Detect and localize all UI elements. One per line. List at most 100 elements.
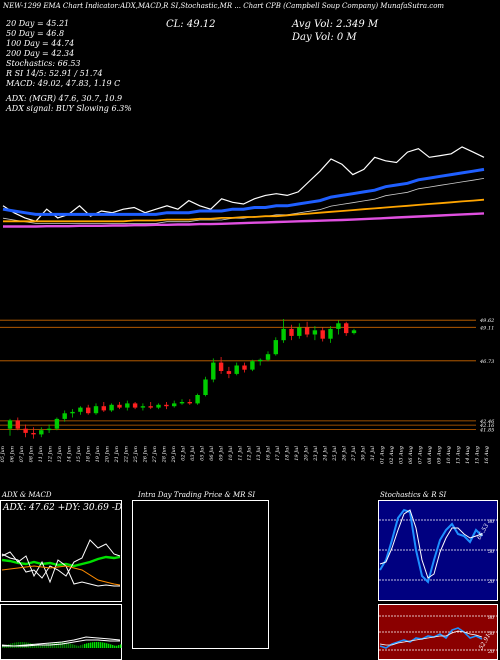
date-tick-51: 16 Aug [484, 446, 490, 464]
date-tick-31: 19 Jul [294, 446, 300, 461]
macd-bar-55 [112, 644, 114, 648]
macd-bar-29 [60, 642, 62, 648]
macd-bar-53 [108, 643, 110, 648]
candle-body-3 [31, 433, 36, 435]
macd-bar-23 [48, 643, 50, 648]
candle-body-32 [258, 359, 263, 362]
candle-body-6 [54, 418, 60, 429]
date-tick-36: 26 Jul [342, 446, 348, 462]
candle-body-16 [132, 403, 138, 408]
adx-values-text: ADX: 47.62 +DY: 30.69 -DY: 10.89 [2, 503, 122, 513]
macd-bar-21 [44, 644, 46, 648]
candle-body-0 [7, 420, 13, 429]
candle-body-25 [203, 379, 208, 395]
ema-series-gray [2, 178, 485, 224]
adx-signal-readout: ADX signal: BUY Slowing 6.3% [6, 104, 132, 113]
adx-green-line [1, 555, 121, 568]
candle-body-34 [273, 340, 278, 355]
candle-body-11 [93, 406, 99, 414]
date-tick-26: 12 Jul [247, 446, 253, 461]
ema-50-label: 50 Day = 46.8 [6, 29, 65, 38]
macd-bar-27 [56, 642, 58, 648]
price-label-1: 49.11 [479, 325, 494, 331]
ema-20-label: 20 Day = 45.21 [6, 19, 70, 28]
macd-line [1, 636, 121, 647]
date-tick-40: 01 Aug [380, 446, 386, 464]
candle-body-30 [242, 365, 247, 370]
candle-body-12 [101, 406, 106, 411]
macd-bar-17 [36, 644, 38, 648]
candle-body-44 [351, 330, 357, 334]
candlestick-layer [7, 319, 357, 439]
candle-body-24 [195, 395, 200, 404]
candle-body-33 [265, 354, 271, 360]
ema-series-1 [2, 167, 485, 216]
rsi-white-line [379, 630, 483, 646]
candle-body-23 [187, 402, 192, 404]
macd-bar-51 [104, 642, 106, 648]
date-tick-23: 09 Jul [218, 446, 224, 461]
date-tick-13: 22 Jun [123, 446, 129, 463]
date-tick-18: 29 Jun [171, 446, 177, 463]
price-label-5: 41.85 [479, 428, 494, 434]
date-tick-6: 13 Jun [57, 446, 63, 462]
date-tick-49: 14 Aug [465, 446, 471, 464]
date-tick-5: 12 Jun [48, 446, 54, 462]
macd-bar-32 [66, 642, 68, 648]
adx-readout: ADX: (MGR) 47.6, 30.7, 10.9 [6, 94, 123, 103]
candle-body-15 [125, 403, 130, 408]
date-tick-38: 30 Jul [361, 446, 367, 461]
date-tick-47: 10 Aug [446, 446, 452, 464]
candle-body-22 [179, 402, 185, 404]
rsi-tick-20: 20 [487, 649, 495, 655]
stoch-d-line [379, 509, 483, 579]
adx-orange-line [1, 565, 121, 586]
candle-body-31 [250, 361, 255, 370]
macd-bar-26 [54, 642, 56, 648]
date-tick-14: 25 Jun [133, 446, 139, 463]
date-tick-28: 16 Jul [266, 446, 272, 461]
header-top-line: NEW-1299 EMA Chart Indicator:ADX,MACD,R … [3, 2, 445, 10]
macd-bar-6 [14, 642, 16, 648]
date-tick-15: 26 Jun [142, 446, 148, 463]
macd-bar-7 [16, 642, 18, 648]
candle-body-27 [218, 362, 224, 371]
candle-body-29 [234, 365, 239, 374]
macd-bar-33 [68, 643, 70, 648]
ema-series-2 [3, 198, 485, 223]
date-tick-24: 10 Jul [228, 446, 234, 461]
adx-macd-panel: ADX: 47.62 +DY: 30.69 -DY: 10.89 [0, 500, 122, 660]
macd-bar-43 [88, 642, 90, 648]
price-label-0: 49.62 [479, 318, 494, 324]
adx-macd-panel-title: ADX & MACD [2, 491, 52, 499]
intraday-panel [132, 500, 269, 649]
macd-bar-16 [34, 644, 36, 648]
candle-body-10 [86, 407, 91, 414]
rsi-tick-80: 80 [488, 615, 495, 621]
date-tick-27: 13 Jul [256, 446, 262, 461]
date-tick-20: 03 Jul [190, 446, 196, 461]
date-tick-37: 27 Jul [351, 446, 357, 462]
date-tick-30: 18 Jul [285, 446, 291, 461]
stoch-rsi-panel: 80 50 20 66.53 80 50 20 52.91 [378, 500, 498, 660]
rsi-blue-line [379, 627, 483, 649]
date-tick-3: 08 Jun [29, 446, 35, 462]
macd-bar-20 [42, 645, 44, 648]
candle-body-8 [70, 411, 75, 414]
date-tick-19: 02 Jul [180, 446, 186, 461]
price-label-3: 42.46 [479, 419, 495, 425]
macd-readout: MACD: 49.02, 47.83, 1.19 C [6, 79, 121, 88]
candle-body-9 [78, 407, 83, 412]
macd-bar-0 [2, 646, 4, 648]
macd-bar-1 [4, 645, 6, 648]
candle-body-36 [289, 328, 294, 336]
macd-bar-24 [50, 642, 52, 648]
date-tick-39: 31 Jul [370, 446, 376, 461]
avg-volume-label: Avg Vol: 2.349 M [292, 19, 379, 30]
date-tick-12: 21 Jun [114, 446, 120, 463]
macd-bar-41 [84, 643, 86, 648]
macd-bar-38 [78, 645, 80, 648]
stoch-tick-80: 80 [488, 519, 495, 525]
macd-signal-line [2, 639, 120, 647]
